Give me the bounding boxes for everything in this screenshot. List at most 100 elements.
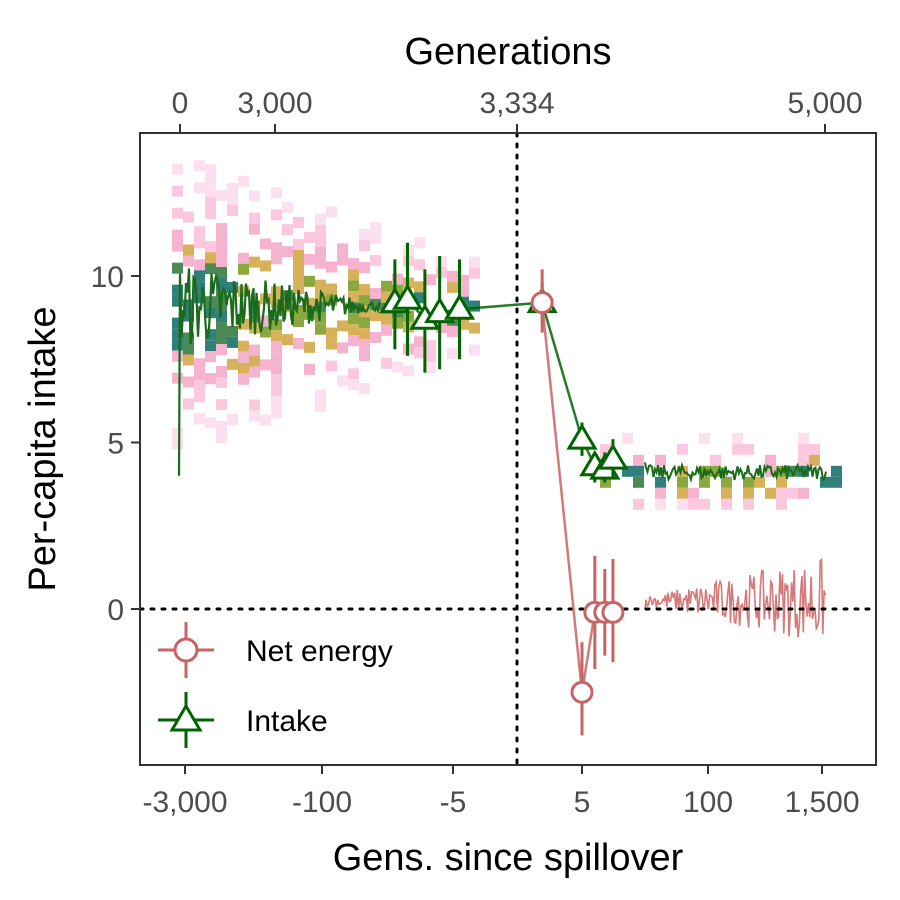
heat-cell xyxy=(721,487,732,499)
heat-cell xyxy=(216,399,227,411)
heat-cell xyxy=(765,454,776,466)
heat-cell xyxy=(205,186,216,198)
heat-cell xyxy=(205,351,216,363)
heat-cell xyxy=(743,487,754,499)
heat-cell xyxy=(315,224,326,236)
heat-cell xyxy=(381,357,392,369)
heat-cell xyxy=(348,313,359,325)
heat-cell xyxy=(205,417,216,429)
intake-point xyxy=(391,283,424,310)
heat-cell xyxy=(271,187,282,199)
heat-cell xyxy=(183,310,194,322)
heat-cell xyxy=(359,295,370,307)
heat-cell xyxy=(337,243,348,255)
heat-cell xyxy=(194,226,205,238)
heat-cell xyxy=(710,454,721,466)
heat-cell xyxy=(326,261,337,273)
heat-cell xyxy=(304,297,315,309)
heat-cell xyxy=(655,476,666,488)
heat-cell xyxy=(205,263,216,275)
net-energy-trace-post xyxy=(644,557,827,638)
top-tick-label: 3,334 xyxy=(479,87,554,120)
heat-cell xyxy=(392,317,403,329)
heat-cell xyxy=(304,275,315,287)
y-axis-title: Per-capita intake xyxy=(22,306,64,591)
heat-cell xyxy=(414,292,425,304)
heat-cell xyxy=(425,362,436,374)
heat-cell xyxy=(183,299,194,311)
heat-cell xyxy=(348,269,359,281)
heat-cell xyxy=(436,267,447,279)
heat-cell xyxy=(271,242,282,254)
heat-cell xyxy=(348,280,359,292)
legend-label: Intake xyxy=(246,705,328,738)
heat-cell xyxy=(798,487,809,499)
heat-cell xyxy=(436,322,447,334)
heat-cell xyxy=(172,240,183,252)
heat-cell xyxy=(172,339,183,351)
heat-cell xyxy=(216,377,227,389)
heat-cell xyxy=(227,193,238,205)
heat-cell xyxy=(194,391,205,403)
x-tick-label: 1,500 xyxy=(784,786,859,819)
heat-cell xyxy=(183,343,194,355)
heat-cell xyxy=(743,476,754,488)
heat-cell xyxy=(688,498,699,510)
heat-cell xyxy=(293,260,304,272)
heat-cell xyxy=(216,322,227,334)
heat-cell xyxy=(348,368,359,380)
heat-cell xyxy=(447,347,458,359)
heat-cell xyxy=(337,320,348,332)
heat-cell xyxy=(392,284,403,296)
heat-cell xyxy=(337,342,348,354)
heat-cell xyxy=(205,329,216,341)
heat-cell xyxy=(699,498,710,510)
heat-cell xyxy=(655,454,666,466)
heat-cell xyxy=(194,237,205,249)
heat-cell xyxy=(633,476,644,488)
heat-cell xyxy=(370,254,381,266)
heat-cell xyxy=(227,204,238,216)
heat-cell xyxy=(359,317,370,329)
heat-cell xyxy=(271,352,282,364)
x-tick-label: 5 xyxy=(574,786,591,819)
heat-cell xyxy=(414,259,425,271)
intake-point xyxy=(566,423,598,450)
heat-cell xyxy=(776,487,787,499)
heat-cell xyxy=(194,160,205,172)
heat-cell xyxy=(172,328,183,340)
heat-cell xyxy=(633,454,644,466)
heat-cell xyxy=(326,206,337,218)
heat-cell xyxy=(205,340,216,352)
heat-cell xyxy=(227,325,238,337)
heat-cell xyxy=(216,245,227,257)
heat-cell xyxy=(776,498,787,510)
heat-cell xyxy=(348,291,359,303)
heat-cell xyxy=(677,476,688,488)
heat-cell xyxy=(699,476,710,488)
heat-cell xyxy=(677,487,688,499)
heat-cell xyxy=(238,252,249,264)
heat-cell xyxy=(194,259,205,271)
heat-cell xyxy=(315,323,326,335)
heat-cell xyxy=(359,229,370,241)
heat-cell xyxy=(249,223,260,235)
heat-cell xyxy=(249,366,260,378)
heat-cell xyxy=(216,234,227,246)
heat-cell xyxy=(809,454,820,466)
heat-cell xyxy=(348,335,359,347)
heat-cell xyxy=(337,375,348,387)
heat-cell xyxy=(359,284,370,296)
heat-cell xyxy=(820,476,831,488)
heat-cell xyxy=(249,256,260,268)
heat-cell xyxy=(216,278,227,290)
heat-cell xyxy=(315,400,326,412)
net-energy-point xyxy=(570,680,594,704)
heat-cell xyxy=(227,413,238,425)
heat-cell xyxy=(469,300,480,312)
top-tick-label: 0 xyxy=(172,87,189,120)
heat-cell xyxy=(260,326,271,338)
heat-cell xyxy=(249,410,260,422)
heat-cell xyxy=(447,270,458,282)
